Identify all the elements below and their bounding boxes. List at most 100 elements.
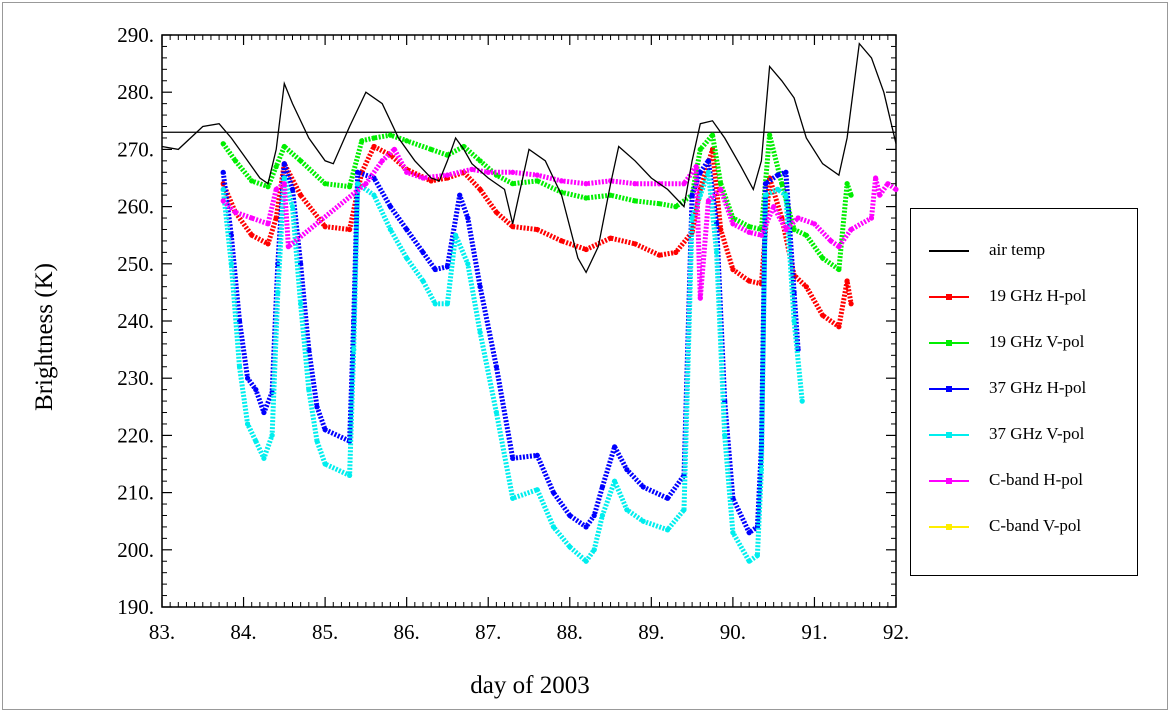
data-point — [298, 192, 304, 198]
data-point — [746, 229, 752, 235]
data-point — [355, 169, 361, 175]
data-point — [261, 409, 267, 416]
legend-swatch — [929, 250, 969, 252]
x-tick-label: 89. — [638, 620, 664, 644]
legend-label: air temp — [989, 240, 1046, 259]
data-point — [306, 347, 312, 353]
legend-swatch — [929, 432, 969, 438]
data-point — [534, 452, 540, 458]
data-point — [351, 347, 357, 353]
data-point — [371, 192, 377, 198]
data-point — [791, 226, 797, 233]
data-point — [232, 158, 238, 164]
data-point — [697, 169, 703, 175]
data-point — [281, 143, 287, 150]
legend: air temp 19 GHz H-pol 19 GHz V-pol 37 GHz H… — [910, 208, 1138, 576]
data-point — [404, 169, 410, 175]
data-point — [322, 224, 328, 230]
data-point — [714, 249, 720, 255]
data-point — [453, 232, 459, 238]
legend-item-air-temp: air temp — [911, 236, 1139, 266]
data-point — [697, 295, 703, 301]
data-point — [656, 201, 663, 207]
data-point — [347, 472, 353, 478]
data-point — [236, 364, 243, 370]
data-point — [249, 178, 255, 184]
data-point — [387, 204, 393, 210]
data-point — [273, 186, 279, 192]
line-air-temp — [161, 42, 897, 274]
x-axis-label: day of 2003 — [470, 672, 589, 699]
data-point — [269, 432, 275, 438]
data-point — [493, 209, 499, 215]
data-point — [485, 169, 491, 175]
data-point — [265, 184, 271, 190]
data-point — [428, 146, 434, 152]
data-point — [844, 278, 850, 284]
data-point — [705, 198, 712, 204]
data-point — [387, 132, 393, 138]
data-point — [848, 226, 854, 233]
x-tick-label: 83. — [149, 620, 175, 644]
data-point — [245, 421, 251, 427]
data-point — [469, 166, 475, 172]
data-point — [550, 490, 557, 496]
data-point — [404, 226, 410, 233]
data-point — [583, 524, 589, 530]
x-tick-label: 90. — [720, 620, 746, 644]
data-point — [783, 169, 789, 175]
data-point — [746, 224, 752, 230]
x-tick-label: 92. — [883, 620, 909, 644]
data-point — [493, 409, 499, 416]
data-point — [836, 324, 842, 330]
data-point — [387, 226, 393, 233]
data-point — [848, 192, 854, 198]
data-point — [510, 169, 516, 175]
data-point — [220, 141, 226, 147]
legend-label: 37 GHz V-pol — [989, 424, 1085, 443]
data-point — [559, 178, 565, 184]
data-point — [220, 198, 226, 204]
data-point — [608, 235, 614, 241]
data-point — [665, 495, 671, 501]
data-point — [746, 278, 752, 284]
x-tick-label: 85. — [312, 620, 338, 644]
data-point — [632, 198, 638, 204]
y-tick-label: 270. — [117, 137, 154, 161]
data-point — [848, 301, 854, 307]
data-point — [355, 181, 361, 187]
data-point — [249, 232, 255, 238]
data-point — [758, 467, 765, 473]
legend-marker — [946, 294, 952, 300]
data-point — [599, 484, 606, 490]
y-tick-label: 230. — [117, 366, 154, 390]
data-point — [795, 215, 801, 221]
data-point — [493, 364, 499, 370]
legend-marker — [946, 386, 952, 392]
data-point — [265, 241, 271, 247]
data-point — [253, 438, 259, 444]
data-point — [893, 186, 899, 192]
data-point — [275, 289, 281, 295]
legend-item-c-band-h-pol: C-band H-pol — [911, 466, 1139, 496]
legend-marker — [946, 478, 952, 484]
y-tick-label: 240. — [117, 309, 154, 333]
data-point — [371, 175, 377, 181]
data-point — [465, 215, 471, 221]
data-point — [730, 266, 736, 273]
data-point — [591, 512, 597, 519]
data-point — [477, 186, 483, 192]
legend-label: C-band V-pol — [989, 516, 1082, 535]
data-point — [632, 181, 638, 187]
series-19-ghz-v-pol — [220, 132, 854, 273]
legend-label: 19 GHz H-pol — [989, 286, 1087, 305]
data-point — [249, 215, 255, 221]
legend-item-19-ghz-v-pol: 19 GHz V-pol — [911, 328, 1139, 358]
data-point — [836, 244, 842, 250]
y-tick-label: 190. — [117, 595, 154, 619]
data-point — [612, 444, 618, 450]
data-point — [783, 226, 789, 233]
data-point — [705, 169, 712, 175]
data-point — [510, 181, 516, 187]
